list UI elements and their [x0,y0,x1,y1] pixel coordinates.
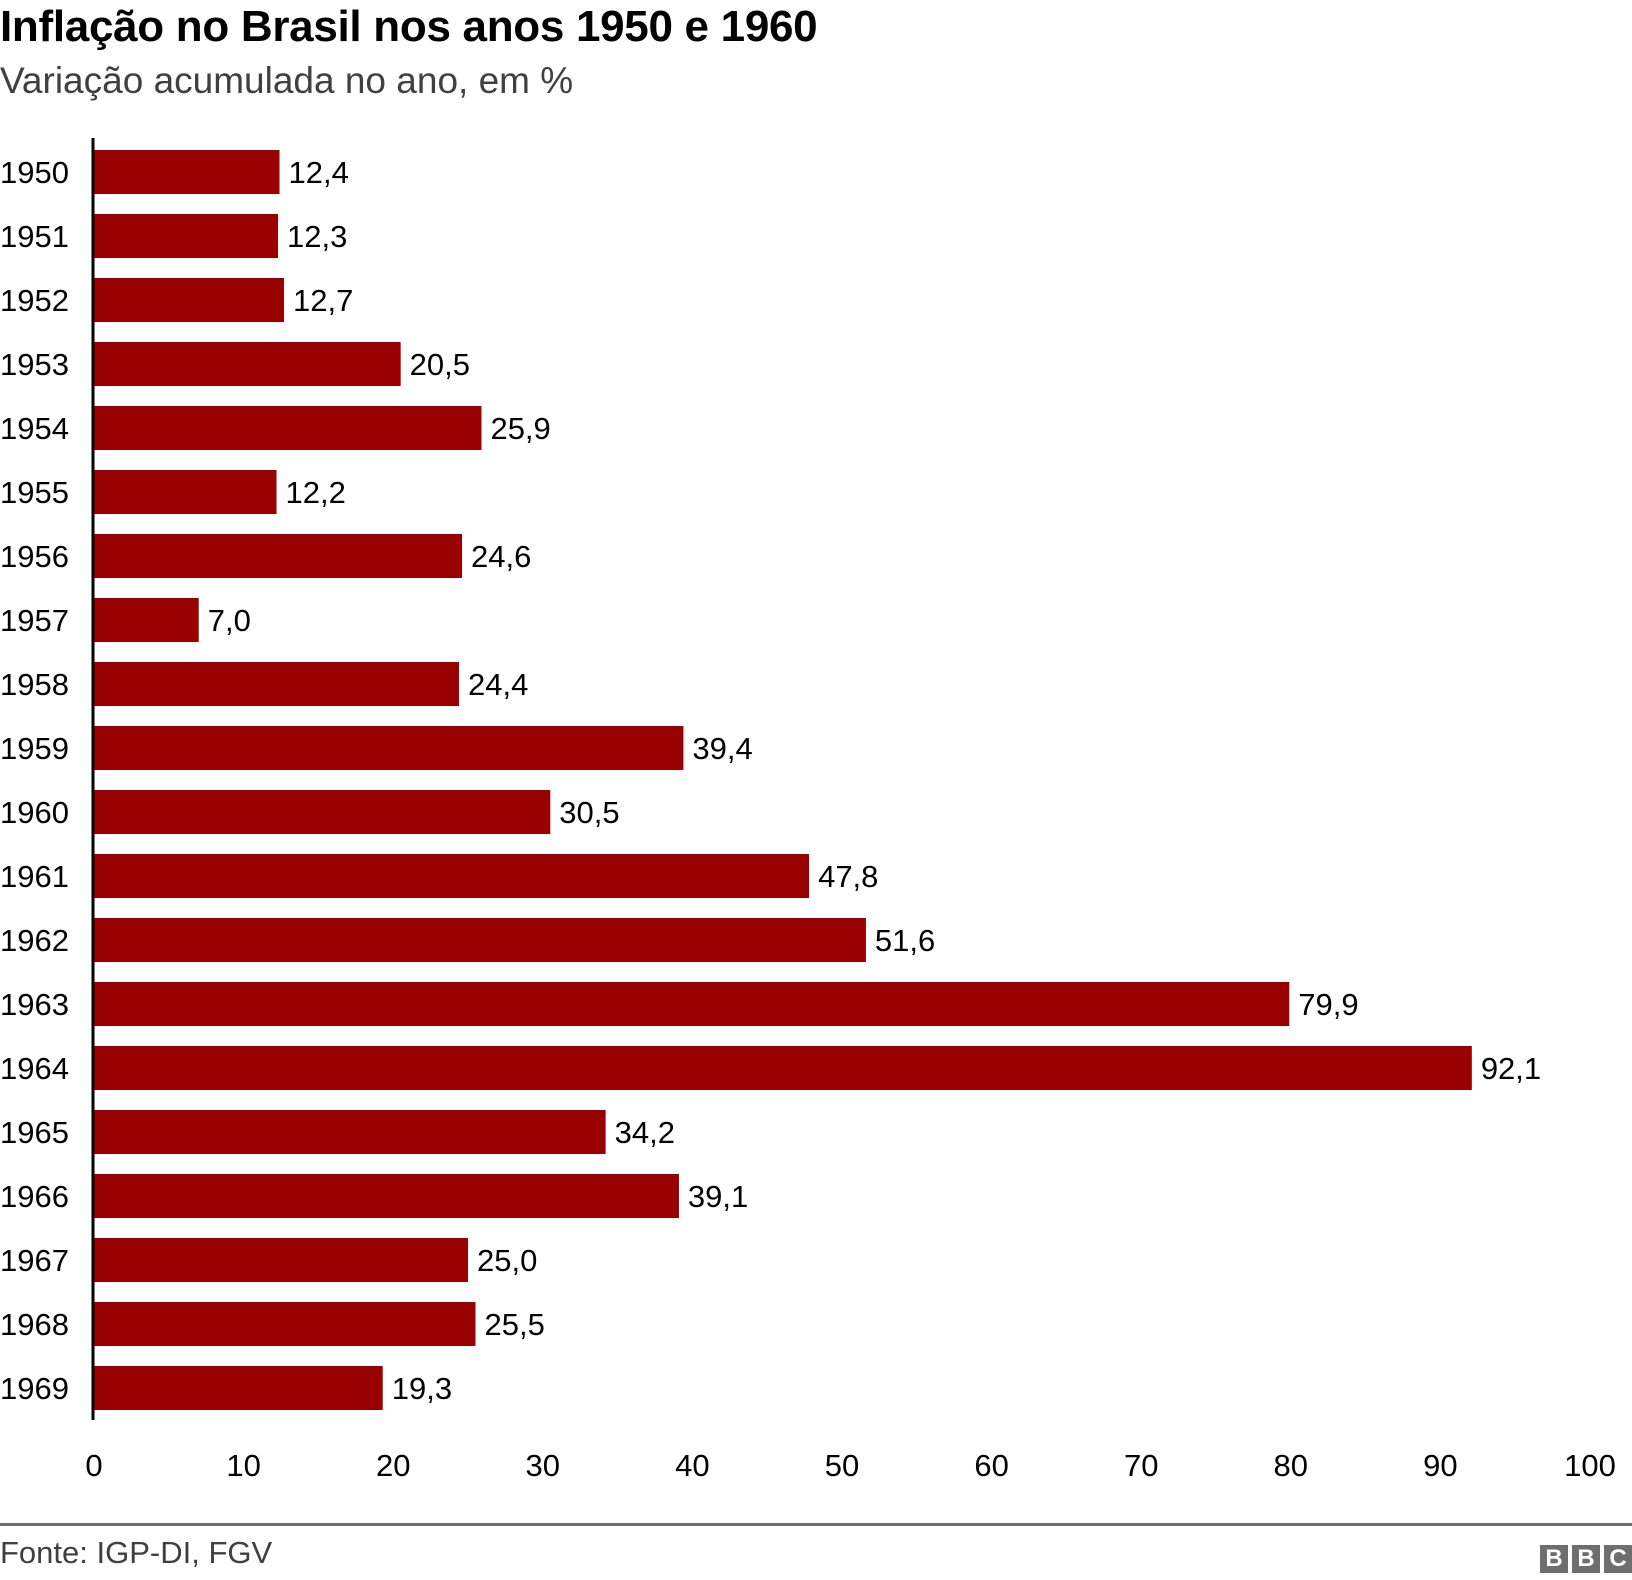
bar-1963 [94,982,1290,1026]
bar-1953 [94,342,401,386]
category-label: 1963 [0,987,69,1022]
category-label: 1961 [0,859,69,894]
value-label: 12,3 [287,219,347,254]
value-label: 7,0 [208,603,251,638]
bar-1958 [94,662,460,706]
x-tick-label: 80 [1274,1448,1308,1483]
category-label: 1952 [0,283,69,318]
value-label: 25,5 [484,1307,544,1342]
bar-1960 [94,790,551,834]
value-label: 51,6 [875,923,935,958]
category-label: 1969 [0,1371,69,1406]
bar-1969 [94,1366,383,1410]
bar-1966 [94,1174,679,1218]
bar-1962 [94,918,866,962]
x-tick-label: 30 [526,1448,560,1483]
value-label: 34,2 [615,1115,675,1150]
value-label: 12,7 [293,283,353,318]
x-tick-label: 50 [825,1448,859,1483]
bar-1950 [94,150,280,194]
bbc-logo-letter: B [1540,1545,1568,1573]
category-label: 1954 [0,411,69,446]
bar-1961 [94,854,810,898]
bar-chart: 1950 12,4 1951 12,3 1952 12,7 1953 20,5 1954 25,9… [0,138,1616,1483]
bar-1968 [94,1302,476,1346]
x-tick-label: 90 [1423,1448,1457,1483]
value-label: 92,1 [1481,1051,1541,1086]
category-label: 1959 [0,731,69,766]
bar-1964 [94,1046,1472,1090]
category-label: 1951 [0,219,69,254]
value-label: 20,5 [410,347,470,382]
bar-1956 [94,534,463,578]
category-label: 1950 [0,155,69,190]
value-label: 39,1 [688,1179,748,1214]
x-tick-label: 10 [226,1448,260,1483]
bar-1954 [94,406,482,450]
x-tick-label: 20 [376,1448,410,1483]
bar-1965 [94,1110,606,1154]
category-label: 1958 [0,667,69,702]
x-tick-label: 70 [1124,1448,1158,1483]
bbc-logo: B B C [1540,1545,1632,1573]
category-label: 1955 [0,475,69,510]
category-label: 1968 [0,1307,69,1342]
category-label: 1966 [0,1179,69,1214]
value-label: 25,9 [490,411,550,446]
category-label: 1953 [0,347,69,382]
category-label: 1962 [0,923,69,958]
value-label: 47,8 [818,859,878,894]
value-label: 12,2 [286,475,346,510]
bbc-logo-letter: B [1572,1545,1600,1573]
bbc-logo-letter: C [1604,1545,1632,1573]
category-label: 1967 [0,1243,69,1278]
value-label: 24,6 [471,539,531,574]
bar-1967 [94,1238,468,1282]
bar-1959 [94,726,684,770]
x-tick-label: 0 [85,1448,102,1483]
category-label: 1964 [0,1051,69,1086]
category-label: 1965 [0,1115,69,1150]
value-label: 12,4 [289,155,349,190]
bar-1955 [94,470,277,514]
category-label: 1956 [0,539,69,574]
value-label: 19,3 [392,1371,452,1406]
bar-1951 [94,214,279,258]
chart-title: Inflação no Brasil nos anos 1950 e 1960 [0,2,818,51]
source-note: Fonte: IGP-DI, FGV [0,1535,273,1570]
x-tick-label: 60 [974,1448,1008,1483]
category-label: 1960 [0,795,69,830]
value-label: 25,0 [477,1243,537,1278]
value-label: 39,4 [692,731,752,766]
bar-1957 [94,598,199,642]
footer-divider [0,1523,1632,1526]
value-label: 79,9 [1298,987,1358,1022]
x-tick-label: 40 [675,1448,709,1483]
chart-subtitle: Variação acumulada no ano, em % [0,60,574,101]
value-label: 30,5 [559,795,619,830]
bar-1952 [94,278,284,322]
x-tick-label: 100 [1564,1448,1616,1483]
category-label: 1957 [0,603,69,638]
value-label: 24,4 [468,667,528,702]
